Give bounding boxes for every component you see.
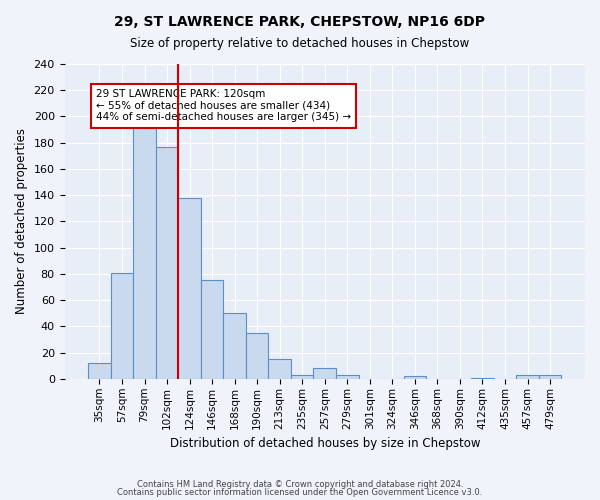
Bar: [336, 375, 359, 379]
Text: Contains public sector information licensed under the Open Government Licence v3: Contains public sector information licen…: [118, 488, 482, 497]
Bar: [471, 378, 494, 379]
Bar: [246, 333, 268, 379]
Bar: [291, 375, 313, 379]
Text: 29 ST LAWRENCE PARK: 120sqm
← 55% of detached houses are smaller (434)
44% of se: 29 ST LAWRENCE PARK: 120sqm ← 55% of det…: [96, 89, 351, 122]
Bar: [516, 375, 539, 379]
Bar: [156, 146, 178, 379]
Bar: [111, 272, 133, 379]
Text: Contains HM Land Registry data © Crown copyright and database right 2024.: Contains HM Land Registry data © Crown c…: [137, 480, 463, 489]
Bar: [404, 376, 426, 379]
Bar: [201, 280, 223, 379]
Bar: [268, 359, 291, 379]
Bar: [223, 314, 246, 379]
Bar: [539, 375, 562, 379]
Bar: [178, 198, 201, 379]
Y-axis label: Number of detached properties: Number of detached properties: [15, 128, 28, 314]
Bar: [133, 126, 156, 379]
Text: 29, ST LAWRENCE PARK, CHEPSTOW, NP16 6DP: 29, ST LAWRENCE PARK, CHEPSTOW, NP16 6DP: [115, 15, 485, 29]
Text: Size of property relative to detached houses in Chepstow: Size of property relative to detached ho…: [130, 38, 470, 51]
X-axis label: Distribution of detached houses by size in Chepstow: Distribution of detached houses by size …: [170, 437, 480, 450]
Bar: [313, 368, 336, 379]
Bar: [88, 363, 111, 379]
